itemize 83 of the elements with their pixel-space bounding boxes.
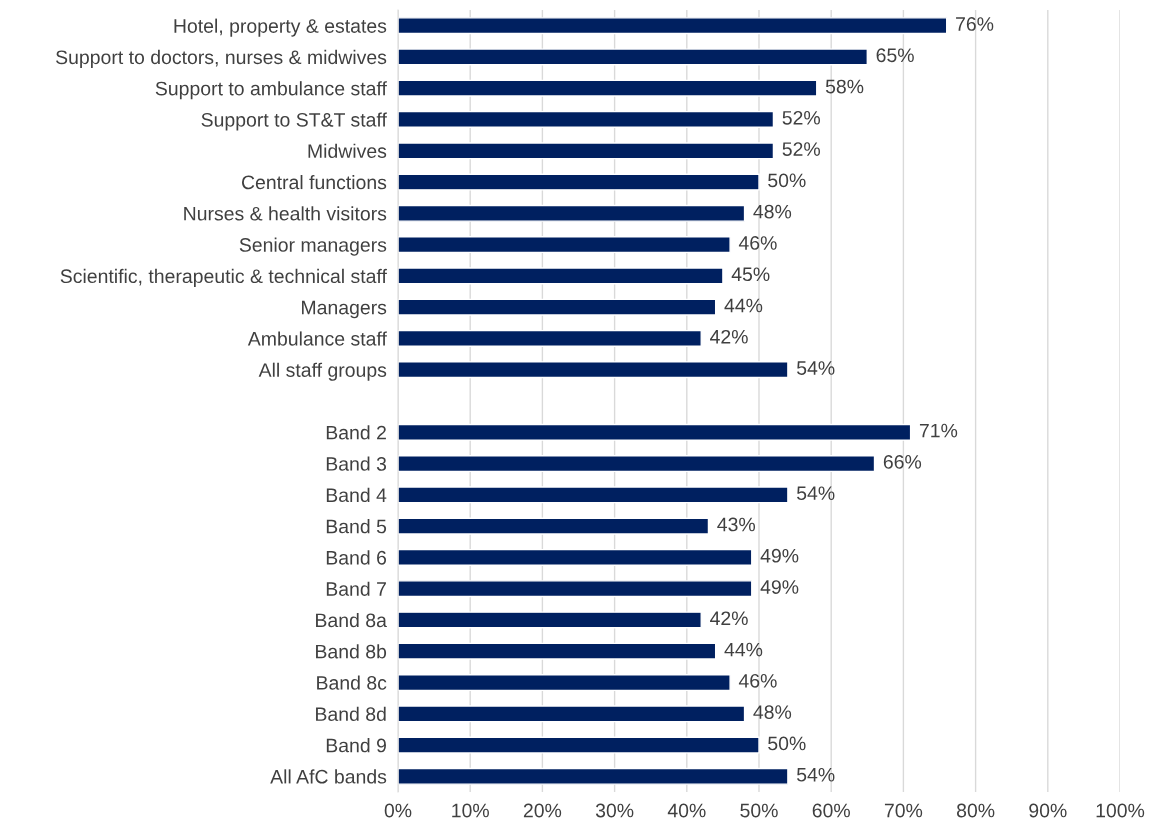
data-label: 58%	[825, 79, 864, 94]
x-tick-label: 80%	[956, 803, 995, 818]
data-label: 44%	[724, 298, 763, 313]
bar	[398, 142, 775, 160]
x-tick-label: 90%	[1029, 803, 1067, 818]
data-label: 48%	[753, 204, 792, 219]
y-tick-label: Hotel, property & estates	[174, 18, 387, 37]
bar	[398, 548, 753, 566]
y-tick-label: Band 8d	[316, 706, 386, 722]
data-label: 42%	[710, 329, 748, 344]
y-tick-label: All AfC bands	[270, 769, 387, 784]
y-tick-label: Band 8c	[317, 675, 387, 690]
bar	[398, 298, 717, 316]
bar	[398, 79, 818, 97]
x-tick-label: 10%	[452, 803, 489, 818]
y-tick-label: Band 5	[326, 519, 387, 534]
y-tick-label: Band 8a	[316, 612, 387, 628]
x-tick-label: 20%	[523, 803, 562, 818]
bar	[398, 642, 717, 660]
data-label: 46%	[738, 673, 777, 688]
bar	[398, 204, 746, 222]
y-tick-label: Support to doctors, nurses & midwives	[56, 49, 387, 68]
bar	[398, 173, 760, 191]
bar	[398, 423, 912, 441]
x-tick-label: 0%	[384, 803, 412, 818]
x-tick-label: 70%	[884, 803, 923, 818]
y-tick-label: Band 7	[326, 581, 386, 596]
bar	[398, 455, 876, 473]
y-tick-label: Band 8b	[316, 644, 387, 659]
y-tick-label: Scientific, therapeutic & technical staff	[60, 268, 387, 287]
y-tick-label: Band 3	[326, 456, 387, 471]
bar	[398, 486, 789, 504]
data-label: 76%	[956, 17, 994, 31]
data-label: 66%	[883, 455, 922, 469]
data-label: 42%	[710, 611, 748, 626]
y-tick-label: All staff groups	[258, 362, 387, 381]
data-label: 49%	[760, 548, 799, 563]
bar	[398, 329, 702, 347]
data-label: 52%	[782, 142, 820, 156]
x-tick-label: 40%	[667, 803, 706, 818]
bar	[398, 736, 760, 754]
bar	[398, 517, 710, 535]
bar	[398, 611, 702, 629]
y-tick-label: Support to ST&T staff	[201, 112, 387, 131]
data-label: 65%	[876, 48, 914, 63]
data-label: 52%	[782, 110, 820, 125]
data-label: 44%	[724, 642, 763, 657]
data-label: 45%	[731, 267, 770, 282]
data-label: 43%	[717, 517, 756, 532]
data-label: 54%	[796, 767, 835, 782]
data-label: 46%	[738, 236, 777, 250]
y-tick-label: Nurses & health visitors	[184, 206, 387, 221]
bar	[398, 17, 948, 35]
bar	[398, 767, 789, 785]
bar	[398, 361, 789, 379]
y-tick-label: Midwives	[308, 143, 387, 158]
y-tick-label: Support to ambulance staff	[155, 81, 387, 100]
bar	[398, 267, 724, 285]
y-tick-label: Band 6	[326, 550, 387, 565]
y-tick-label: Band 9	[326, 738, 386, 753]
x-tick-label: 100%	[1096, 803, 1145, 818]
bar	[398, 48, 868, 66]
data-label: 50%	[768, 736, 806, 751]
x-tick-label: 50%	[740, 803, 778, 818]
data-label: 48%	[753, 705, 792, 720]
x-tick-label: 30%	[595, 803, 634, 818]
y-tick-label: Managers	[302, 300, 387, 319]
y-tick-label: Central functions	[241, 174, 387, 190]
y-tick-label: Band 4	[326, 487, 387, 503]
data-label: 54%	[796, 486, 835, 501]
y-tick-label: Ambulance staff	[247, 331, 387, 346]
bar	[398, 236, 731, 254]
bar	[398, 705, 746, 723]
x-tick-label: 60%	[812, 803, 850, 818]
data-label: 54%	[796, 361, 835, 375]
data-label: 71%	[919, 423, 958, 438]
bar	[398, 674, 731, 692]
y-tick-label: Band 2	[326, 425, 386, 440]
bar	[398, 580, 753, 598]
data-label: 49%	[760, 580, 799, 594]
bar	[398, 110, 775, 128]
data-label: 50%	[768, 173, 806, 188]
y-tick-label: Senior managers	[239, 237, 387, 256]
